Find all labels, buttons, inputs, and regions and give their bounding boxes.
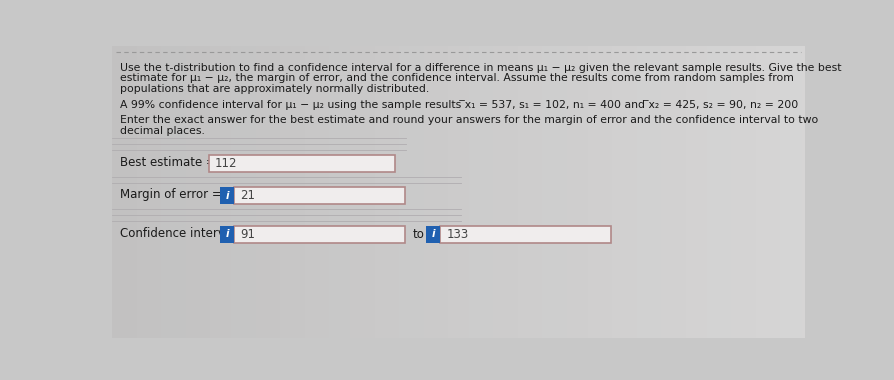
Bar <box>441 226 611 243</box>
Text: Confidence interval :: Confidence interval : <box>120 227 243 240</box>
Text: Use the t-distribution to find a confidence interval for a difference in means μ: Use the t-distribution to find a confide… <box>120 63 841 73</box>
Bar <box>220 226 234 243</box>
Text: A 99% confidence interval for μ₁ − μ₂ using the sample results ̅x₁ = 537, s₁ = 1: A 99% confidence interval for μ₁ − μ₂ us… <box>120 100 797 109</box>
Bar <box>220 187 234 204</box>
Text: decimal places.: decimal places. <box>120 126 205 136</box>
Bar <box>426 226 441 243</box>
Text: Enter the exact answer for the best estimate and round your answers for the marg: Enter the exact answer for the best esti… <box>120 115 818 125</box>
Text: estimate for μ₁ − μ₂, the margin of error, and the confidence interval. Assume t: estimate for μ₁ − μ₂, the margin of erro… <box>120 73 793 83</box>
Text: Margin of error =: Margin of error = <box>120 188 221 201</box>
Text: i: i <box>225 229 229 239</box>
Text: 112: 112 <box>215 157 237 170</box>
Bar <box>208 155 394 172</box>
Text: to: to <box>412 228 425 241</box>
Text: 21: 21 <box>240 189 256 202</box>
Text: Best estimate =: Best estimate = <box>120 156 215 169</box>
Bar <box>234 187 405 204</box>
Bar <box>234 226 405 243</box>
Text: 91: 91 <box>240 228 256 241</box>
Text: 133: 133 <box>446 228 468 241</box>
Text: i: i <box>432 229 435 239</box>
Text: i: i <box>225 191 229 201</box>
Text: populations that are approximately normally distributed.: populations that are approximately norma… <box>120 84 429 94</box>
